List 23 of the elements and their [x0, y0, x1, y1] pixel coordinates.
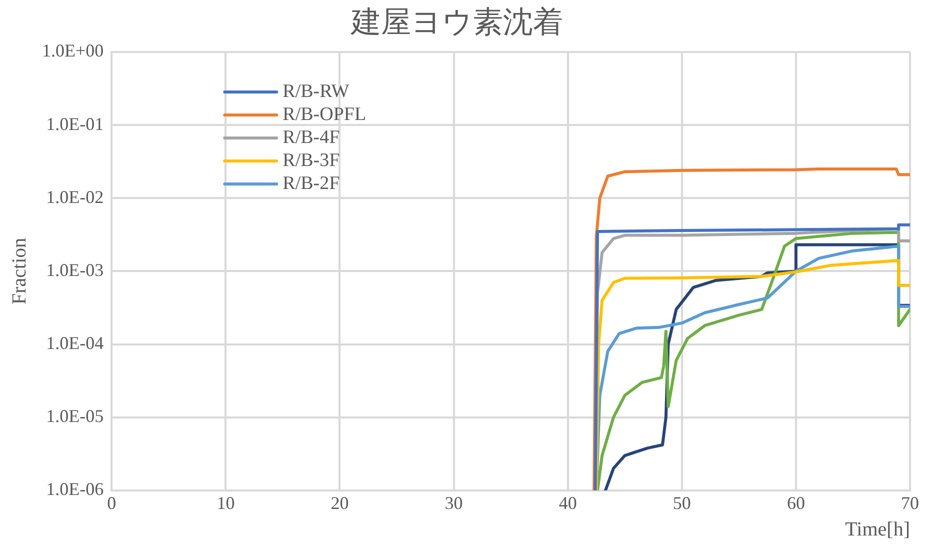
x-tick-label: 20: [330, 492, 349, 513]
x-tick-label: 40: [558, 492, 577, 513]
chart-title: 建屋ヨウ素沈着: [350, 6, 563, 39]
x-tick-label: 60: [786, 492, 805, 513]
y-axis-title: Fraction: [8, 238, 30, 305]
x-axis-title: Time[h]: [845, 518, 910, 540]
legend-label: R/B-RW: [282, 80, 350, 102]
x-tick-label: 30: [444, 492, 463, 513]
legend-label: R/B-OPFL: [282, 104, 366, 125]
y-tick-label: 1.0E-06: [46, 479, 104, 500]
x-tick-label: 10: [216, 492, 235, 513]
y-tick-label: 1.0E-01: [46, 114, 104, 134]
y-tick-label: 1.0E-02: [46, 186, 104, 207]
y-tick-label: 1.0E+00: [42, 40, 104, 61]
y-tick-label: 1.0E-05: [46, 406, 104, 426]
legend-label: R/B-3F: [282, 150, 340, 171]
x-tick-label: 0: [107, 492, 116, 513]
y-tick-label: 1.0E-03: [46, 260, 104, 280]
legend-label: R/B-2F: [282, 172, 340, 194]
y-tick-label: 1.0E-04: [46, 333, 104, 353]
x-tick-label: 50: [672, 492, 691, 513]
x-tick-label: 70: [901, 492, 919, 513]
legend-label: R/B-4F: [282, 126, 340, 148]
